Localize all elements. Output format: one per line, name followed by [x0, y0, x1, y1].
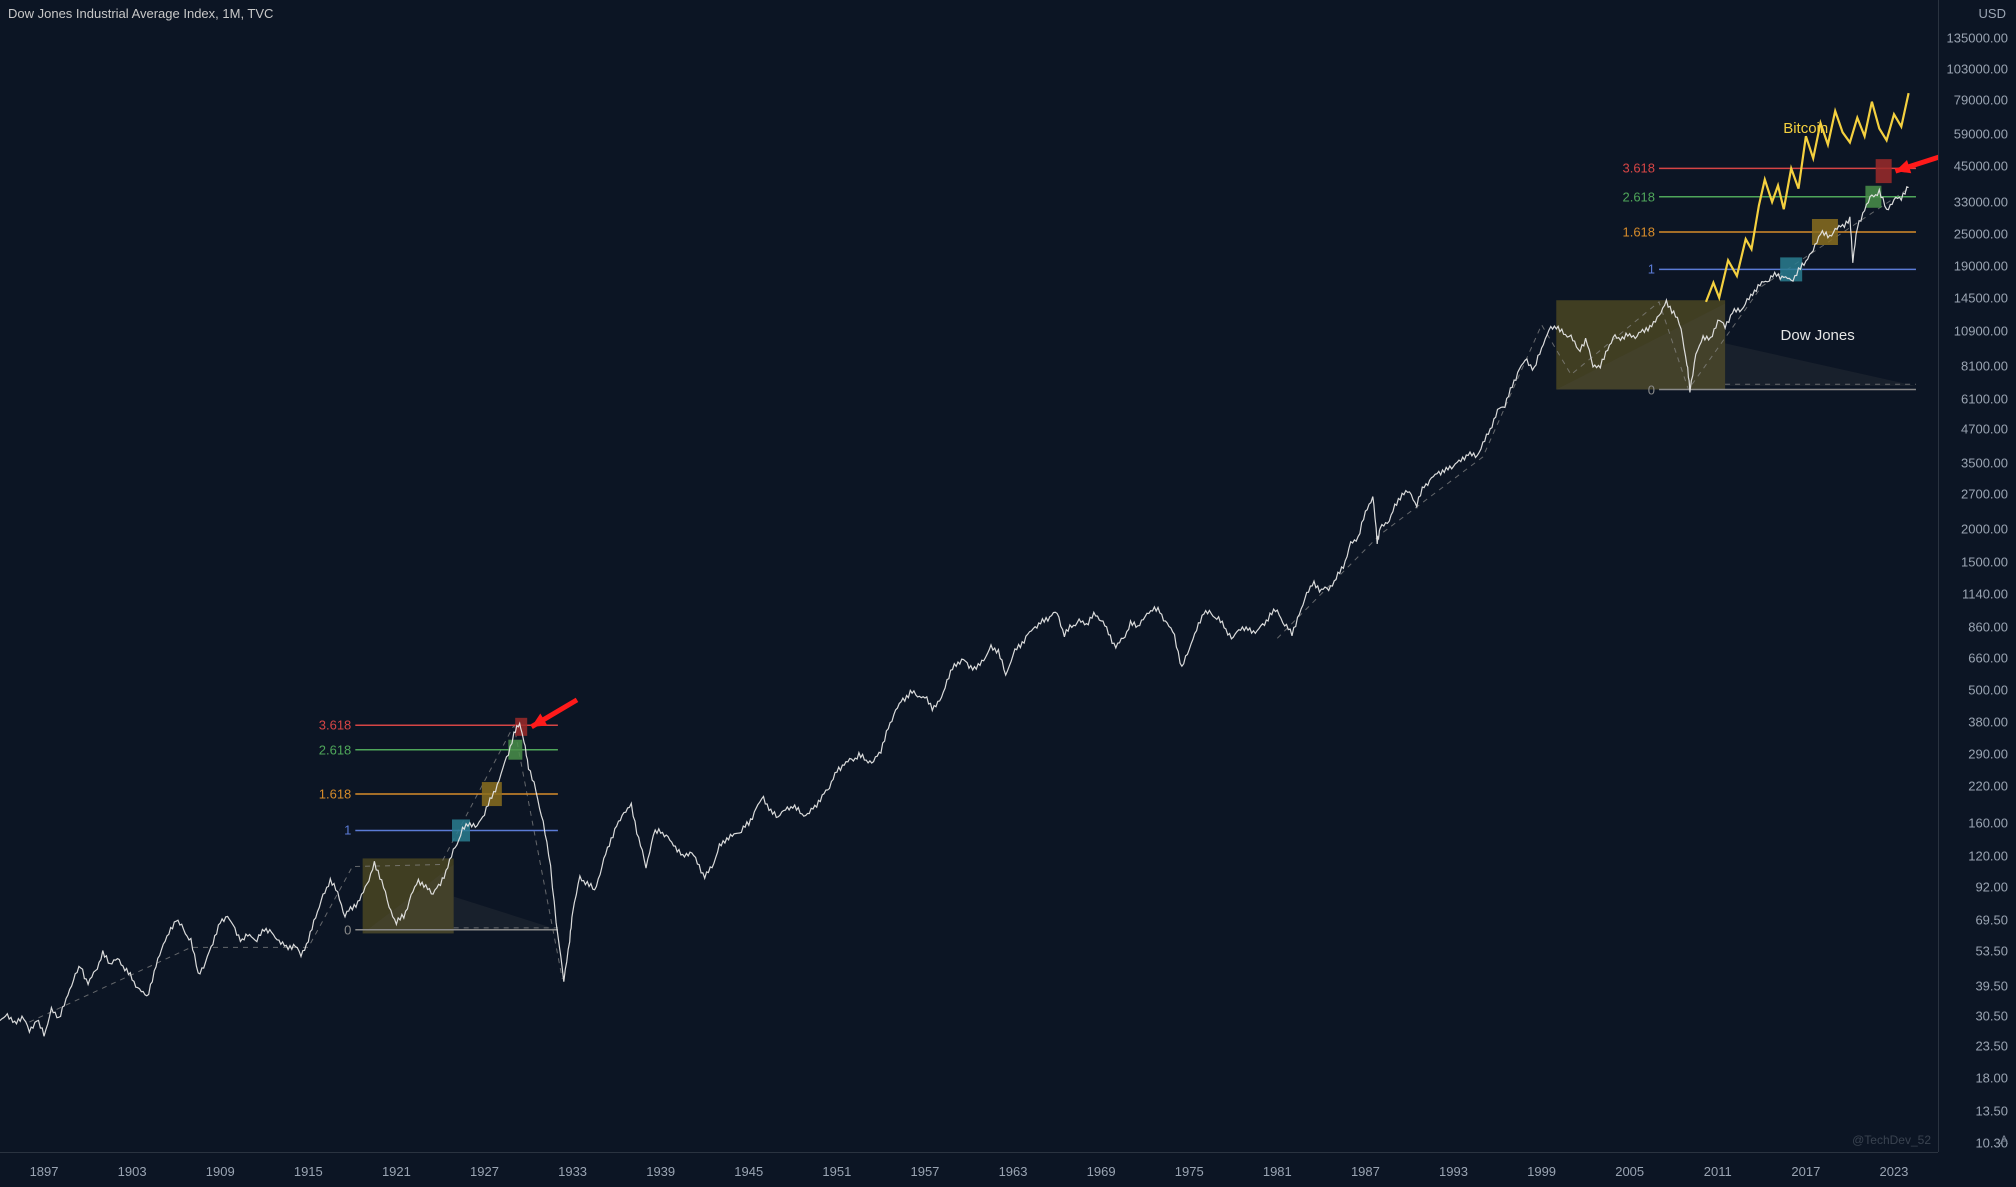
- y-tick: 4700.00: [1961, 422, 2008, 437]
- x-tick: 1981: [1263, 1164, 1292, 1179]
- y-tick: 53.50: [1975, 943, 2008, 958]
- x-tick: 1945: [734, 1164, 763, 1179]
- y-tick: 92.00: [1975, 880, 2008, 895]
- y-tick: 120.00: [1968, 849, 2008, 864]
- fib-label: 3.618: [1617, 161, 1655, 176]
- x-tick: 2017: [1791, 1164, 1820, 1179]
- x-tick: 1951: [822, 1164, 851, 1179]
- y-axis-unit: USD: [1979, 6, 2006, 21]
- x-tick: 1957: [910, 1164, 939, 1179]
- y-tick: 23.50: [1975, 1039, 2008, 1054]
- corner-marker: A: [2000, 1133, 2008, 1147]
- y-tick: 860.00: [1968, 619, 2008, 634]
- x-tick: 1939: [646, 1164, 675, 1179]
- y-tick: 2000.00: [1961, 521, 2008, 536]
- y-tick: 6100.00: [1961, 391, 2008, 406]
- y-tick: 660.00: [1968, 650, 2008, 665]
- x-tick: 2005: [1615, 1164, 1644, 1179]
- x-tick: 1897: [30, 1164, 59, 1179]
- x-tick: 1921: [382, 1164, 411, 1179]
- fib-label: 0: [1617, 382, 1655, 397]
- y-tick: 103000.00: [1947, 62, 2008, 77]
- y-tick: 8100.00: [1961, 358, 2008, 373]
- y-tick: 19000.00: [1954, 259, 2008, 274]
- x-tick: 1909: [206, 1164, 235, 1179]
- x-tick: 1975: [1175, 1164, 1204, 1179]
- y-tick: 2700.00: [1961, 486, 2008, 501]
- y-axis: USD 135000.00 103000.00 79000.00 59000.00 45…: [1938, 0, 2016, 1152]
- fib-label: 1.618: [1617, 225, 1655, 240]
- x-tick: 1969: [1087, 1164, 1116, 1179]
- y-tick: 30.50: [1975, 1009, 2008, 1024]
- dowjones-label: Dow Jones: [1781, 327, 1855, 344]
- y-tick: 380.00: [1968, 715, 2008, 730]
- fib-label: 2.618: [313, 742, 351, 757]
- fib-label: 0: [313, 922, 351, 937]
- y-tick: 79000.00: [1954, 93, 2008, 108]
- y-tick: 135000.00: [1947, 30, 2008, 45]
- y-tick: 220.00: [1968, 778, 2008, 793]
- x-tick: 2011: [1704, 1164, 1732, 1179]
- x-tick: 1933: [558, 1164, 587, 1179]
- x-tick: 1963: [999, 1164, 1028, 1179]
- fib-label: 1.618: [313, 787, 351, 802]
- x-tick: 1993: [1439, 1164, 1468, 1179]
- y-tick: 69.50: [1975, 913, 2008, 928]
- y-tick: 33000.00: [1954, 194, 2008, 209]
- y-tick: 39.50: [1975, 978, 2008, 993]
- x-tick: 1927: [470, 1164, 499, 1179]
- x-tick: 1987: [1351, 1164, 1380, 1179]
- y-tick: 18.00: [1975, 1070, 2008, 1085]
- y-tick: 290.00: [1968, 746, 2008, 761]
- fib-label: 1: [313, 823, 351, 838]
- x-tick: 2023: [1879, 1164, 1908, 1179]
- x-tick: 1999: [1527, 1164, 1556, 1179]
- y-tick: 1500.00: [1961, 555, 2008, 570]
- y-tick: 3500.00: [1961, 456, 2008, 471]
- y-tick: 25000.00: [1954, 227, 2008, 242]
- x-tick: 1915: [294, 1164, 323, 1179]
- bitcoin-label: Bitcoin: [1783, 120, 1828, 137]
- y-tick: 1140.00: [1962, 587, 2008, 602]
- y-tick: 500.00: [1968, 683, 2008, 698]
- watermark: @TechDev_52: [1852, 1133, 1931, 1147]
- y-tick: 10900.00: [1954, 324, 2008, 339]
- fib-label: 3.618: [313, 718, 351, 733]
- fib-label: 1: [1617, 262, 1655, 277]
- y-tick: 13.50: [1975, 1104, 2008, 1119]
- y-tick: 160.00: [1968, 815, 2008, 830]
- y-tick: 59000.00: [1954, 127, 2008, 142]
- x-axis: 1897 1903 1909 1915 1921 1927 1933 1939 1945 1951…: [0, 1152, 1938, 1187]
- y-tick: 14500.00: [1954, 290, 2008, 305]
- y-tick: 45000.00: [1954, 158, 2008, 173]
- fib-label: 2.618: [1617, 189, 1655, 204]
- x-tick: 1903: [118, 1164, 147, 1179]
